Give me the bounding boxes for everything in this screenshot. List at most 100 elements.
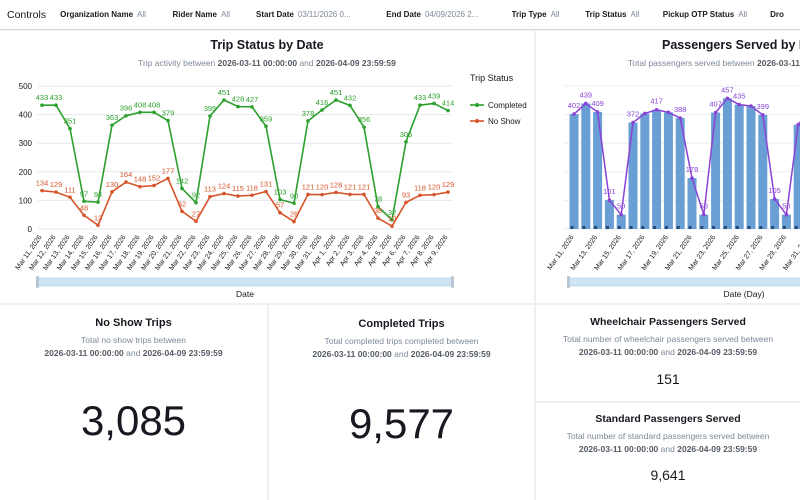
data-label: 379 (162, 109, 175, 118)
data-label: 388 (674, 105, 687, 114)
data-point (236, 104, 240, 109)
range-slider-handle-left (567, 276, 570, 288)
data-point (96, 223, 100, 228)
filter-value: All (137, 10, 146, 19)
data-point (418, 103, 422, 107)
data-label: 395 (204, 104, 217, 113)
filter-pickup-otp-status[interactable]: Pickup OTP Status All (663, 10, 770, 19)
data-point (432, 192, 436, 197)
bar-base-marker (582, 226, 586, 229)
data-label: 451 (330, 88, 343, 97)
data-point (320, 108, 324, 112)
passengers-line (573, 97, 800, 217)
y-tick-label: 200 (19, 168, 33, 177)
data-point (166, 118, 170, 123)
series-line-completed (42, 99, 449, 222)
filter-label: Trip Status (585, 10, 627, 19)
range-slider-handle-right (451, 276, 454, 288)
data-point (584, 101, 588, 106)
data-label: 121 (302, 182, 315, 191)
data-label: 414 (442, 99, 455, 108)
x-axis-label: Date (236, 289, 254, 299)
kpi-subtitle: Total no show trips between 2026-03-11 00… (44, 335, 223, 358)
data-label: 27 (192, 209, 200, 218)
data-point (306, 192, 310, 197)
bar-base-marker (676, 226, 680, 229)
data-point (334, 190, 338, 195)
data-point (737, 102, 741, 107)
data-label: 457 (721, 85, 734, 94)
data-label: 13 (94, 213, 102, 222)
bar (604, 200, 614, 229)
bar (652, 109, 662, 229)
filter-start-date[interactable]: Start Date 03/11/2026 0... (256, 10, 386, 19)
x-axis-label: Date (Day) (723, 289, 764, 299)
data-point (82, 213, 86, 218)
data-point (236, 194, 240, 198)
kpi-title: Standard Passengers Served (595, 413, 741, 425)
filter-end-date[interactable]: End Date 04/09/2026 2... (386, 10, 511, 19)
bar-base-marker (723, 226, 727, 229)
data-point (619, 212, 623, 217)
y-tick-label: 500 (19, 82, 33, 91)
data-point (595, 110, 600, 114)
filter-value: 04/09/2026 2... (424, 10, 479, 19)
data-point (749, 104, 753, 108)
kpi-completed: Completed Trips Total completed trips co… (269, 305, 534, 500)
passengers-chart: 4024394091015037241738817850407457435399… (547, 85, 800, 299)
y-tick-label: 300 (19, 139, 33, 148)
data-label: 439 (580, 90, 593, 99)
data-label: 124 (218, 182, 231, 191)
legend-label: Completed (488, 101, 527, 110)
data-label: 129 (442, 180, 455, 189)
data-point (725, 96, 730, 101)
data-point (124, 113, 128, 118)
bar (628, 122, 638, 229)
data-point (690, 176, 694, 180)
filter-organization-name[interactable]: Organization Name All (60, 10, 172, 19)
bar-base-marker (570, 226, 574, 229)
bar (770, 198, 780, 229)
filter-value: All (738, 10, 748, 19)
filter-value: All (550, 10, 560, 19)
bar-base-marker (653, 226, 657, 229)
data-label: 38 (374, 206, 382, 215)
filter-label: Pickup OTP Status (662, 10, 735, 19)
data-label: 402 (568, 101, 581, 110)
data-point (390, 218, 394, 222)
data-point (138, 184, 142, 189)
bar (616, 214, 626, 229)
data-label: 118 (246, 183, 258, 192)
bar (722, 98, 732, 229)
data-label: 48 (80, 203, 88, 212)
bar (593, 112, 603, 229)
data-point (761, 113, 765, 117)
data-point (376, 204, 380, 209)
filter-dropoff[interactable]: Dro (770, 10, 800, 19)
filter-trip-type[interactable]: Trip Type All (512, 10, 586, 19)
filter-rider-name[interactable]: Rider Name All (172, 10, 256, 19)
filter-trip-status[interactable]: Trip Status All (585, 10, 663, 19)
passengers-panel: Passengers Served by Date Total passenge… (536, 31, 800, 303)
data-label: 363 (106, 113, 119, 122)
bar (569, 114, 579, 229)
kpi-subtitle: Total number of standard passengers serv… (566, 431, 770, 454)
kpi-title: No Show Trips (95, 317, 172, 329)
data-point (208, 194, 212, 199)
data-point (631, 120, 635, 125)
bar (711, 112, 721, 229)
series-line-no-show (41, 177, 449, 228)
data-point (796, 122, 800, 127)
filter-label: End Date (386, 10, 421, 19)
data-label: 105 (768, 186, 781, 195)
data-point (446, 190, 450, 194)
legend-marker (475, 103, 479, 107)
data-point (40, 103, 44, 107)
data-label: 351 (64, 117, 77, 126)
kpi-value: 151 (656, 371, 680, 387)
passengers-title: Passengers Served by Date (662, 38, 800, 52)
data-label: 435 (733, 92, 746, 101)
data-point (404, 200, 408, 205)
passengers-subtitle: Total passengers served between 2026-03-… (628, 58, 800, 68)
data-label: 417 (650, 97, 663, 106)
